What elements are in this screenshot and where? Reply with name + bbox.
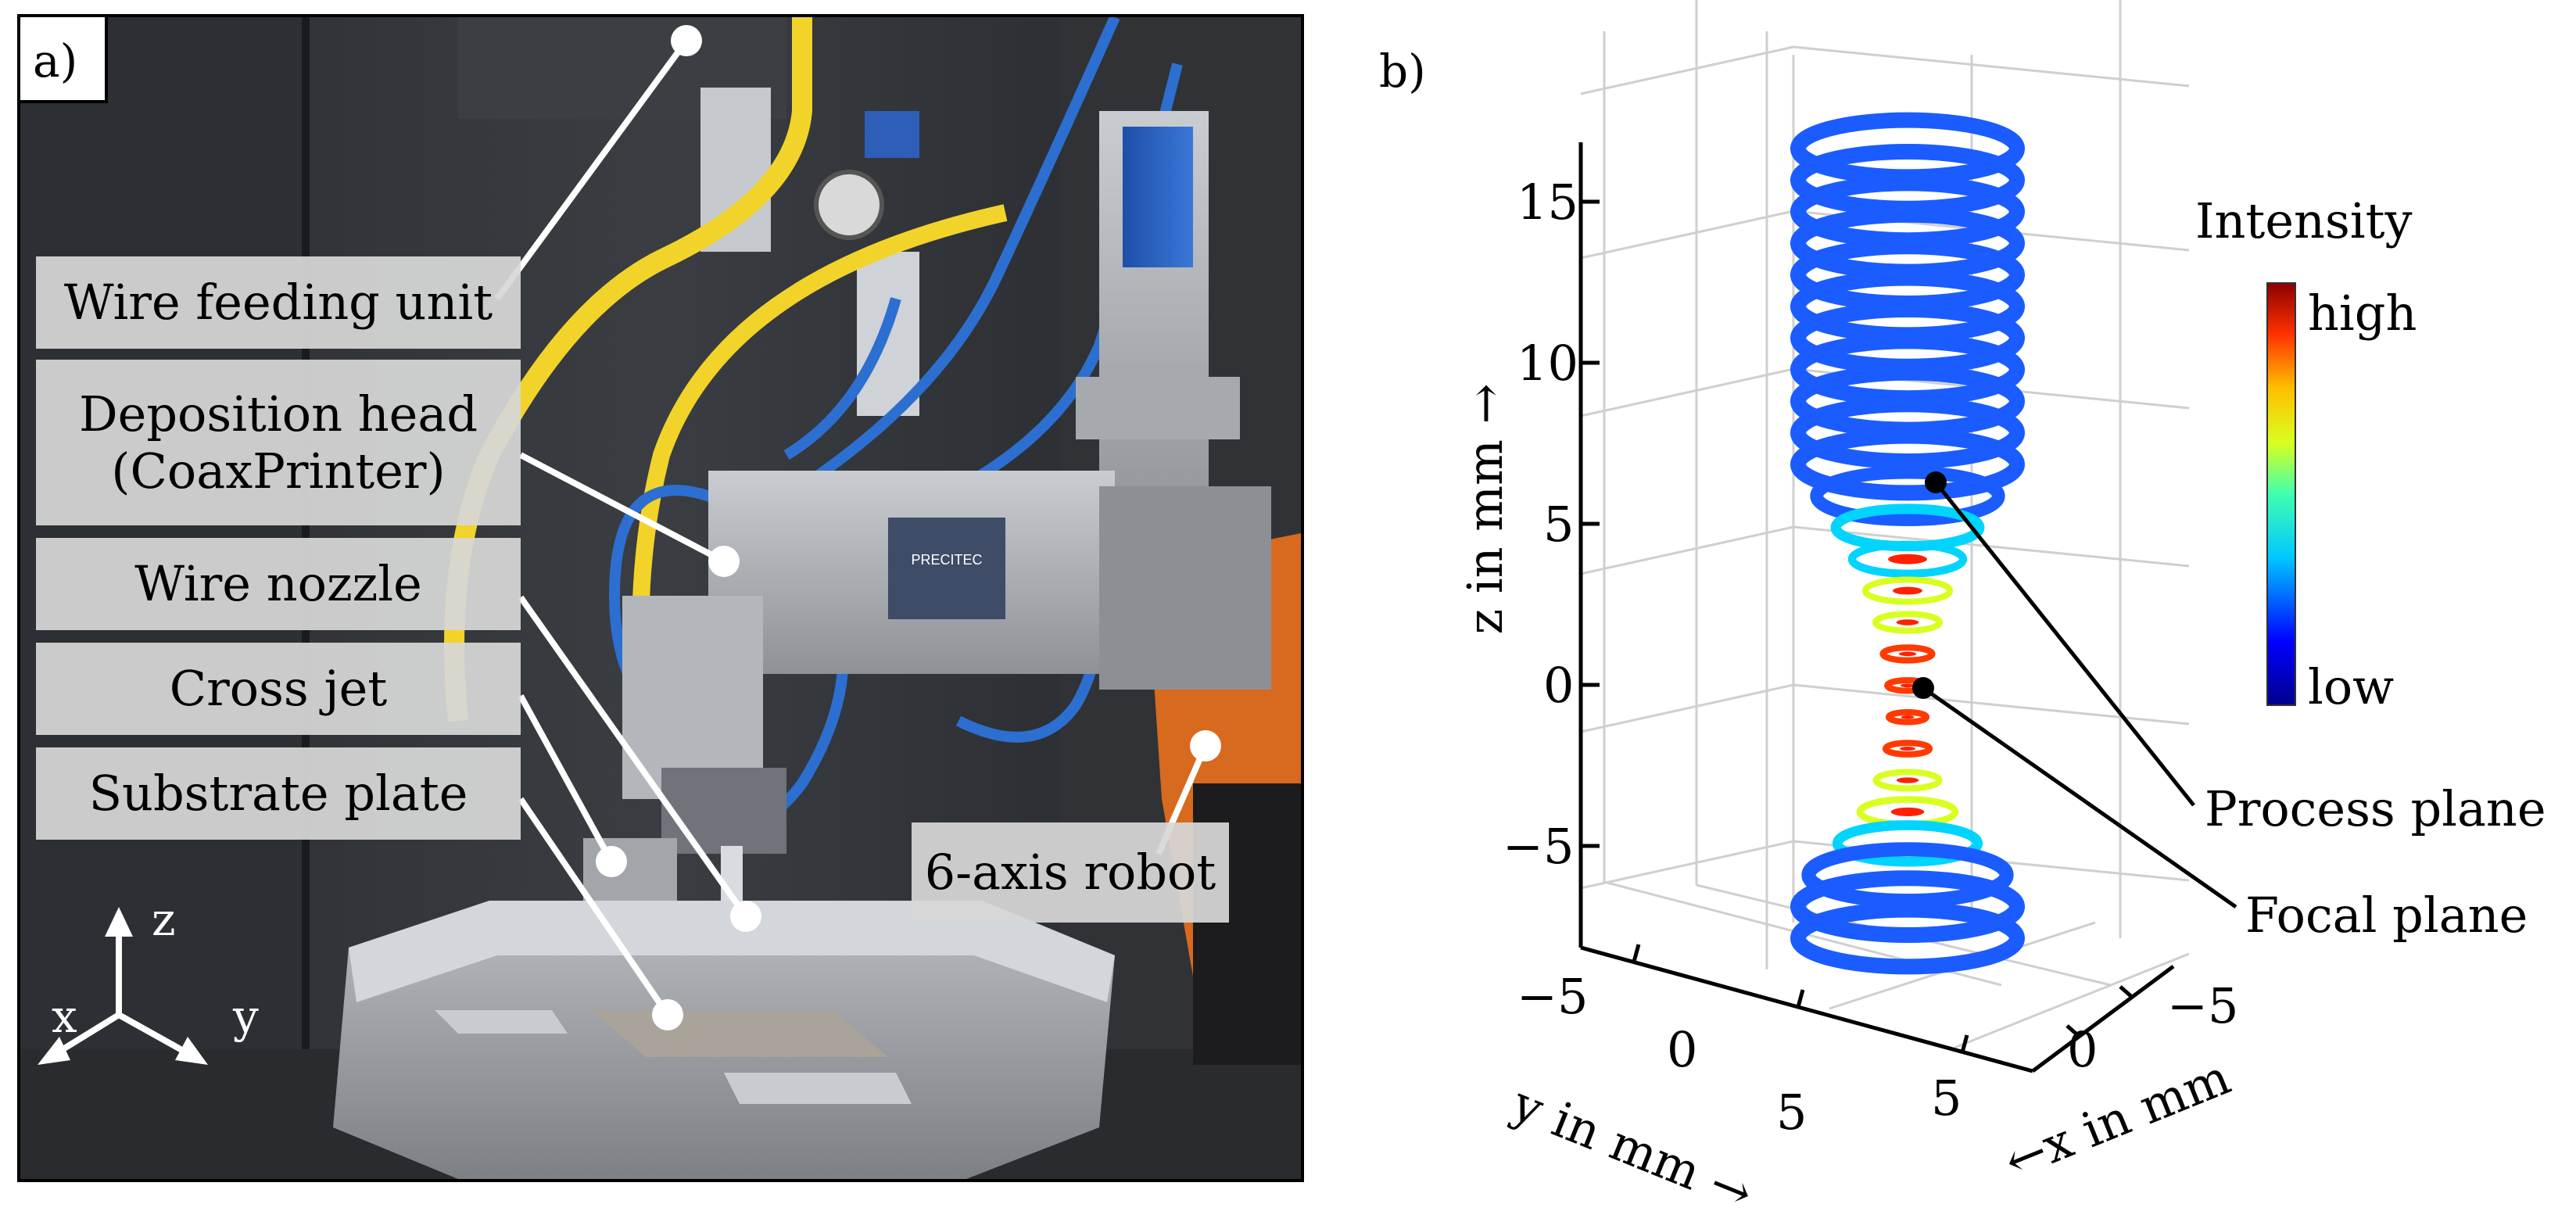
beam-ring-core — [1896, 619, 1919, 625]
label-substrate-plate-text: Substrate plate — [88, 765, 468, 822]
z-tick-label: 10 — [1517, 335, 1578, 392]
label-deposition-head-line2: (CoaxPrinter) — [111, 443, 446, 500]
beam-ring — [1790, 901, 2026, 975]
colorbar-title: Intensity — [2195, 192, 2413, 249]
beam-ring — [1810, 465, 2005, 526]
beam-ring-core — [1890, 807, 1925, 816]
beam-ring-core — [1896, 777, 1919, 783]
z-axis-label: z in mm → — [1456, 383, 1514, 635]
axis-z-letter: z — [152, 893, 176, 946]
label-wire-feeding-unit-text: Wire feeding unit — [63, 274, 493, 331]
label-wire-nozzle: Wire nozzle — [36, 538, 521, 630]
plot-axes — [1578, 142, 2175, 1073]
z-tick-label: 0 — [1543, 657, 1575, 714]
z-tick-label: 5 — [1543, 496, 1575, 553]
label-robot: 6-axis robot — [912, 822, 1229, 923]
y-tick-label: 5 — [1776, 1084, 1807, 1141]
beam-ring — [1832, 820, 1983, 867]
colorbar-low-label: low — [2308, 658, 2395, 715]
beam-ring-core — [1888, 554, 1927, 564]
label-substrate-plate: Substrate plate — [36, 747, 521, 840]
beam-ring — [1879, 644, 1936, 664]
beam-ring — [1790, 428, 2026, 501]
annotation-lines — [1922, 481, 2237, 909]
beam-ring — [1847, 540, 1968, 578]
colorbar-high-label: high — [2308, 285, 2417, 342]
beam-rings — [1790, 112, 2026, 975]
beam-ring-core — [1901, 715, 1915, 719]
panel-a-label: a) — [20, 17, 108, 103]
axis-x-letter: x — [52, 990, 77, 1043]
x-tick-label: 0 — [2067, 1021, 2098, 1078]
beam-ring — [1886, 708, 1929, 726]
photo-panel: PRECITEC — [17, 14, 1304, 1182]
y-tick-label: 0 — [1667, 1021, 1698, 1078]
x-tick-label: −5 — [2167, 977, 2239, 1034]
beam-ring — [1882, 740, 1933, 758]
panel-a-letter: a) — [33, 34, 78, 88]
beam-ring-core — [1900, 747, 1915, 751]
label-deposition-head: Deposition head (CoaxPrinter) — [36, 360, 521, 525]
y-tick-label: −5 — [1517, 968, 1589, 1025]
label-cross-jet-text: Cross jet — [169, 660, 388, 718]
brand-text: PRECITEC — [911, 552, 982, 568]
label-cross-jet: Cross jet — [36, 643, 521, 735]
label-deposition-head-line1: Deposition head — [78, 385, 478, 443]
beam-ring — [1801, 842, 2014, 908]
beam-ring-core — [1898, 651, 1917, 657]
focal-plane-marker — [1912, 677, 1934, 699]
coordinate-triad — [38, 907, 208, 1065]
x-tick-label: 5 — [1931, 1070, 1962, 1127]
label-wire-nozzle-text: Wire nozzle — [134, 555, 422, 613]
beam-ring — [1872, 611, 1943, 634]
beam-ring-core — [1900, 683, 1915, 688]
z-tick-label: −5 — [1503, 818, 1575, 875]
beam-ring — [1872, 769, 1943, 792]
axis-y-letter: y — [233, 990, 259, 1043]
colorbar — [2266, 282, 2296, 706]
label-robot-text: 6-axis robot — [924, 844, 1216, 901]
beam-ring — [1790, 396, 2026, 470]
beam-caustic-plot — [1578, 0, 2296, 1073]
beam-ring-core — [1893, 586, 1922, 595]
process-plane-marker — [1925, 471, 1947, 493]
leader-lines — [494, 38, 1209, 1017]
setup-photo: PRECITEC — [20, 17, 1301, 1179]
beam-ring — [1790, 870, 2026, 944]
panel-b-letter: b) — [1379, 45, 1426, 98]
z-tick-label: 15 — [1517, 174, 1578, 231]
focal-plane-label: Focal plane — [2245, 887, 2528, 944]
label-wire-feeding-unit: Wire feeding unit — [36, 256, 521, 349]
process-plane-label: Process plane — [2205, 780, 2546, 837]
beam-ring — [1861, 576, 1954, 605]
